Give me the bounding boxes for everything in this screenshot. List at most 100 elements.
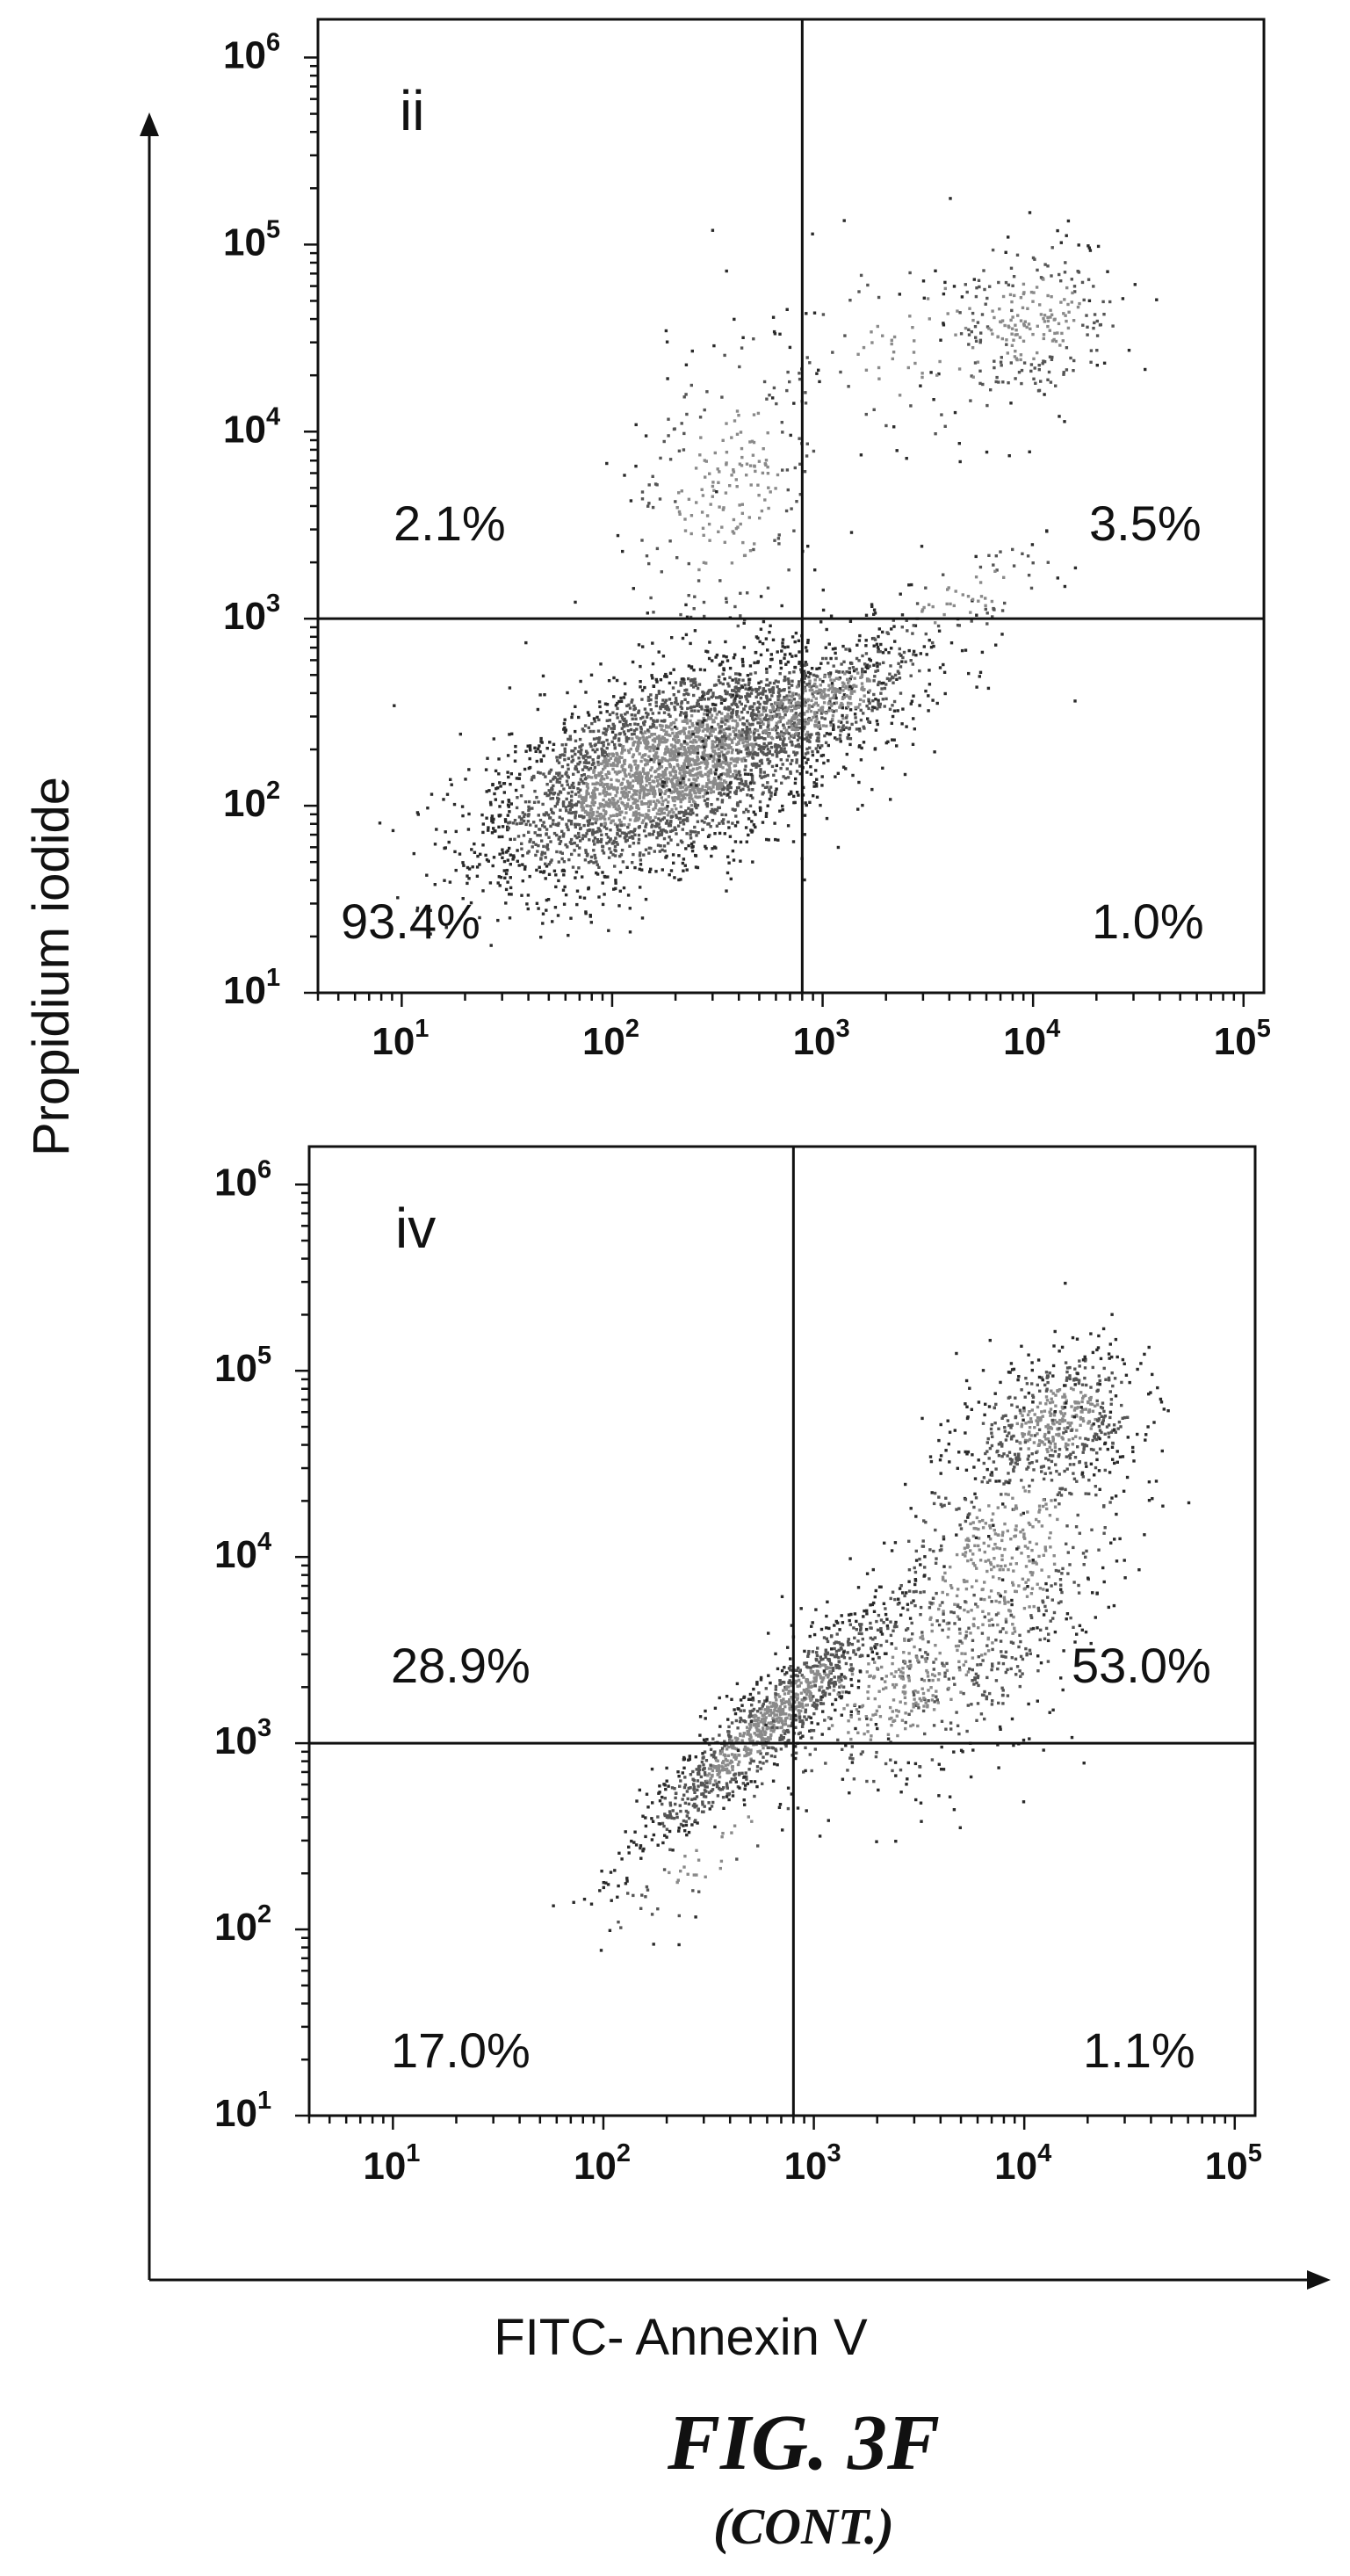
scatter-point: [744, 704, 747, 708]
scatter-point: [824, 646, 827, 649]
scatter-point: [1066, 326, 1071, 330]
scatter-point: [1037, 364, 1041, 367]
scatter-point: [671, 745, 675, 749]
scatter-point: [596, 807, 601, 810]
scatter-point: [598, 1889, 602, 1892]
scatter-point: [804, 801, 807, 805]
scatter-point: [723, 740, 726, 743]
scatter-point: [647, 792, 651, 795]
scatter-point: [855, 1628, 858, 1632]
scatter-point: [1087, 246, 1091, 250]
scatter-point: [770, 657, 774, 662]
scatter-point: [653, 776, 658, 779]
scatter-point: [978, 670, 983, 674]
scatter-point: [673, 770, 677, 774]
scatter-point: [1054, 339, 1058, 344]
scatter-point: [877, 649, 880, 654]
scatter-point: [668, 681, 672, 685]
scatter-point: [819, 708, 823, 713]
scatter-point: [734, 1747, 738, 1751]
scatter-point: [1081, 323, 1085, 327]
scatter-point: [684, 736, 689, 740]
scatter-point: [611, 767, 615, 771]
scatter-point: [766, 586, 770, 590]
scatter-point: [710, 695, 713, 699]
scatter-point: [570, 749, 574, 753]
scatter-point: [983, 287, 986, 292]
scatter-point: [668, 755, 672, 758]
scatter-point: [797, 1666, 800, 1670]
scatter-point: [577, 715, 581, 720]
scatter-point: [550, 786, 554, 790]
scatter-point: [739, 778, 743, 781]
scatter-point: [641, 819, 646, 822]
scatter-point: [759, 807, 762, 810]
scatter-point: [1046, 319, 1050, 323]
scatter-point: [1086, 333, 1089, 336]
scatter-point: [852, 669, 856, 673]
scatter-point: [740, 455, 744, 459]
x-tick-label: 105: [1214, 1015, 1271, 1063]
scatter-point: [804, 391, 807, 394]
scatter-point: [776, 838, 780, 842]
scatter-point: [696, 729, 699, 733]
scatter-point: [760, 776, 763, 779]
scatter-point: [682, 869, 685, 872]
scatter-point: [785, 721, 790, 725]
scatter-point: [680, 489, 683, 493]
scatter-point: [689, 788, 692, 792]
scatter-point: [557, 837, 560, 841]
scatter-point: [690, 830, 695, 834]
scatter-point: [823, 675, 827, 678]
scatter-point: [586, 786, 590, 790]
scatter-point: [1011, 284, 1014, 287]
scatter-point: [716, 467, 719, 471]
scatter-point: [704, 475, 707, 479]
scatter-point: [1092, 285, 1095, 288]
scatter-point: [621, 745, 625, 749]
scatter-point: [603, 755, 607, 758]
scatter-point: [671, 814, 675, 818]
scatter-point: [842, 219, 846, 222]
scatter-point: [762, 745, 767, 749]
scatter-point: [470, 848, 473, 851]
scatter-point: [699, 771, 703, 774]
scatter-point: [685, 412, 689, 416]
scatter-point: [747, 727, 752, 731]
scatter-point: [679, 705, 682, 708]
scatter-point: [586, 711, 590, 714]
scatter-point: [568, 737, 573, 742]
scatter-point: [599, 805, 603, 808]
scatter-point: [797, 706, 801, 709]
scatter-point: [587, 860, 591, 865]
scatter-point: [606, 801, 610, 806]
scatter-point: [1072, 358, 1076, 363]
scatter-point: [542, 844, 545, 849]
scatter-point: [643, 707, 647, 711]
scatter-point: [393, 704, 396, 707]
scatter-point: [759, 808, 762, 813]
scatter-point: [773, 714, 776, 718]
scatter-point: [791, 727, 794, 731]
scatter-point: [597, 700, 602, 704]
scatter-point: [542, 821, 545, 824]
scatter-point: [720, 734, 725, 739]
scatter-point: [630, 733, 634, 736]
scatter-point: [502, 782, 507, 785]
scatter-point: [517, 864, 521, 867]
scatter-point: [669, 829, 673, 833]
scatter-point: [711, 484, 715, 488]
scatter-point: [629, 499, 633, 503]
scatter-point: [1013, 355, 1017, 358]
scatter-point: [557, 761, 561, 764]
scatter-point: [661, 698, 665, 702]
scatter-point: [758, 717, 762, 720]
scatter-point: [985, 450, 989, 454]
scatter-point: [442, 798, 445, 801]
scatter-point: [751, 1709, 754, 1712]
scatter-point: [662, 811, 667, 815]
scatter-point: [740, 738, 744, 742]
scatter-point: [899, 592, 902, 596]
scatter-point: [1021, 552, 1024, 555]
scatter-point: [789, 790, 793, 793]
